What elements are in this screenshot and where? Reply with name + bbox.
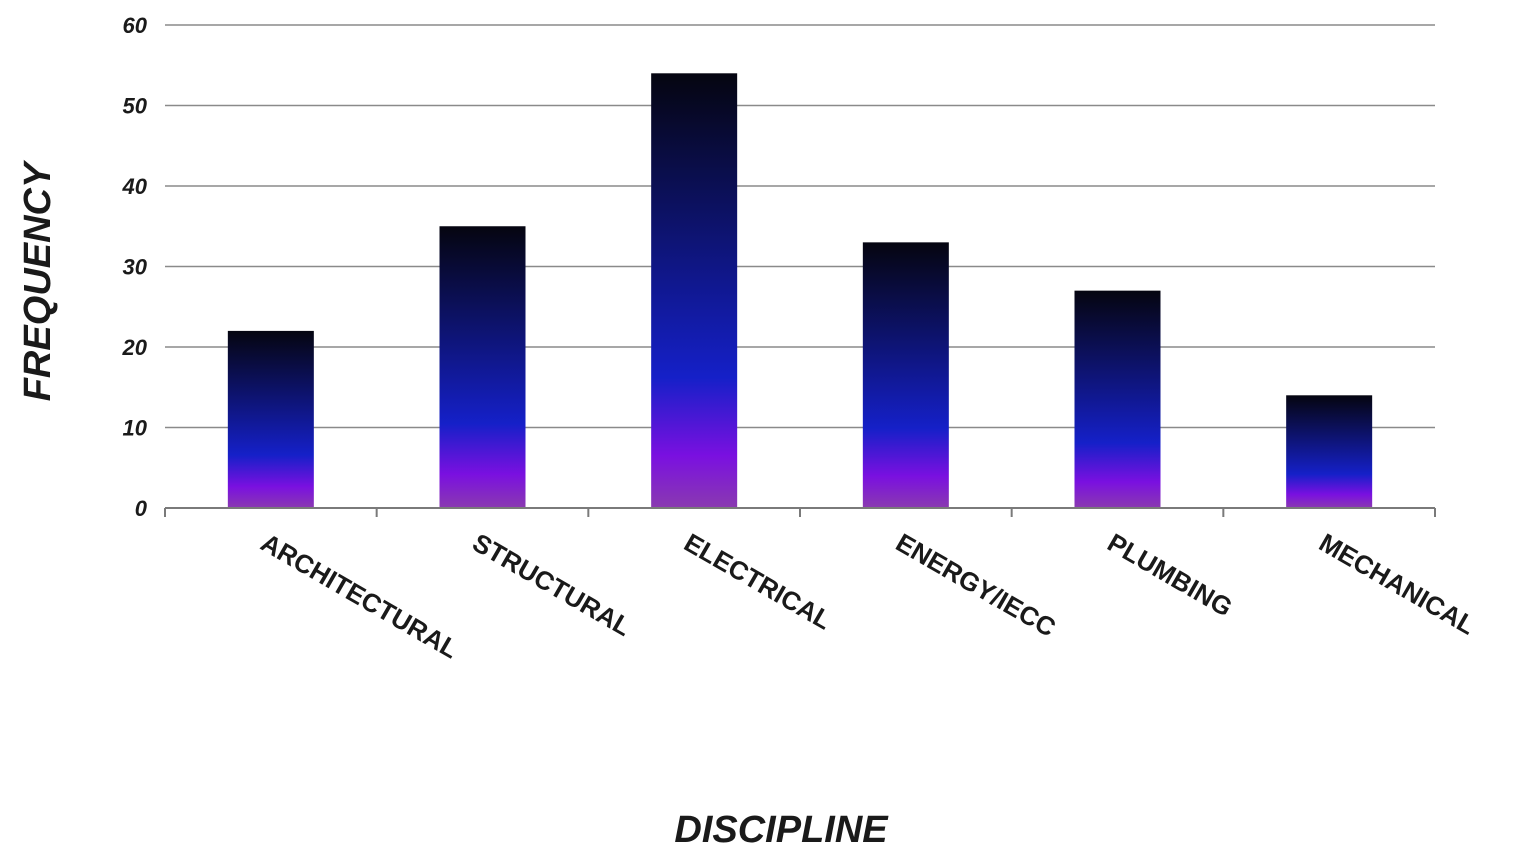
bar-architectural — [227, 330, 314, 508]
x-axis-title: DISCIPLINE — [674, 809, 889, 847]
y-tick-label: 0 — [135, 496, 148, 521]
y-axis-title: FREQUENCY — [17, 159, 59, 401]
x-tick-label: PLUMBING — [1103, 527, 1238, 622]
y-tick-label: 10 — [123, 416, 148, 441]
x-axis — [164, 507, 1436, 517]
x-tick-label: MECHANICAL — [1314, 527, 1480, 640]
y-tick-label: 60 — [123, 13, 148, 38]
y-tick-labels: 0 10 20 30 40 50 60 — [122, 13, 148, 521]
x-tick-label: ELECTRICAL — [679, 527, 837, 635]
x-tick-label: ARCHITECTURAL — [256, 527, 464, 664]
x-tick-label: STRUCTURAL — [468, 527, 637, 642]
bar-energy-iecc — [862, 242, 949, 508]
x-tick-label: ENERGY/IECC — [891, 527, 1061, 643]
bar-mechanical — [1286, 395, 1373, 508]
y-tick-label: 50 — [123, 94, 148, 119]
x-tick-labels: ARCHITECTURAL STRUCTURAL ELECTRICAL ENERGY/… — [256, 527, 1481, 664]
y-tick-label: 40 — [122, 174, 148, 199]
bars — [227, 73, 1373, 509]
y-tick-label: 20 — [122, 335, 148, 360]
gridlines — [165, 24, 1435, 429]
bar-structural — [439, 226, 526, 508]
y-tick-label: 30 — [123, 255, 148, 280]
bar-plumbing — [1074, 290, 1161, 508]
bar-electrical — [651, 73, 738, 509]
